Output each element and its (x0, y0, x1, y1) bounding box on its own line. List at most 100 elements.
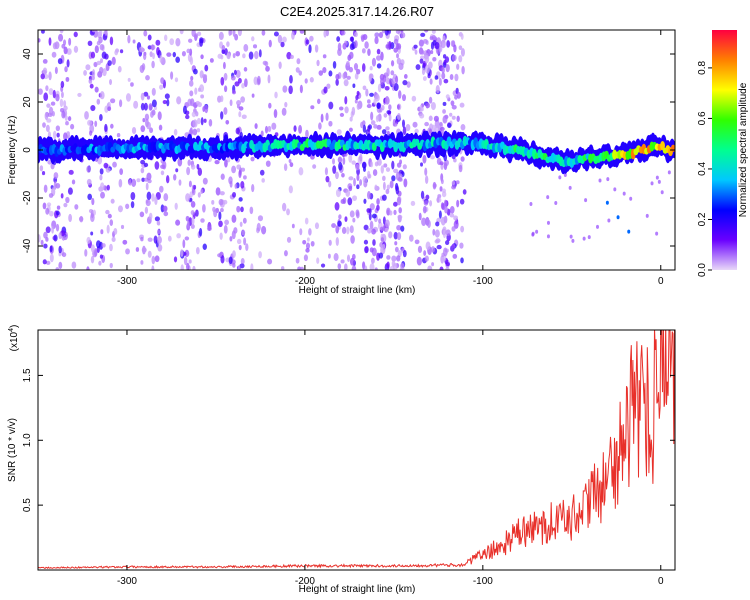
spectral-speckle (445, 64, 450, 73)
spectral-speckle (112, 161, 117, 168)
spectral-speckle (185, 193, 191, 202)
spectral-speckle (169, 38, 175, 46)
colorbar-tick-label: 0.4 (697, 162, 708, 176)
spectral-speckle (425, 102, 431, 109)
spectral-speckle (251, 93, 255, 98)
spectral-speckle (389, 210, 393, 216)
spectral-speckle (41, 30, 45, 34)
spectral-speckle (146, 172, 152, 181)
spectral-speckle (382, 181, 386, 191)
spectral-speckle (445, 262, 450, 267)
spectral-speckle (59, 30, 64, 34)
spectral-speckle (179, 249, 184, 257)
spectral-speckle (239, 263, 245, 269)
spectral-speckle (376, 102, 381, 109)
spectral-speckle (260, 130, 264, 138)
spectral-speckle (63, 100, 67, 108)
spectral-speckle (390, 70, 395, 76)
spectral-speckle (376, 63, 382, 69)
spectral-speckle (157, 243, 163, 252)
spectral-speckle (418, 39, 424, 47)
spectral-speckle (50, 101, 56, 106)
spectral-speckle (377, 83, 382, 93)
spectral-speckle (293, 125, 297, 132)
spectral-speckle (359, 179, 363, 186)
spectral-speckle (56, 205, 61, 210)
spectral-speckle (325, 112, 329, 121)
spectral-speckle (59, 98, 64, 108)
spectral-speckle (419, 113, 425, 119)
spectral-speckle (254, 123, 258, 129)
spectral-speckle (384, 96, 390, 105)
spectral-speckle (402, 126, 407, 136)
spectral-speckle (452, 253, 458, 259)
spectral-speckle (209, 58, 214, 63)
spectral-speckle (337, 263, 342, 270)
spectral-speckle (305, 248, 310, 253)
spectral-speckle (264, 125, 269, 134)
spectral-speckle (45, 124, 50, 133)
spectral-speckle (309, 35, 314, 42)
x-tick-label: 0 (658, 276, 664, 287)
spectral-speckle (145, 199, 149, 204)
spectral-speckle (221, 49, 226, 54)
spectral-speckle (131, 178, 137, 187)
spectral-speckle (286, 236, 292, 243)
spectral-speckle (173, 256, 178, 263)
spectral-speckle (244, 78, 248, 88)
spectral-speckle (393, 201, 398, 207)
spectral-speckle (160, 77, 165, 85)
spectral-speckle (424, 121, 429, 127)
spectral-speckle (200, 188, 204, 195)
spectral-speckle (66, 59, 70, 68)
y-tick-label: 20 (22, 96, 33, 108)
spectral-speckle (248, 51, 254, 60)
snr-frame (37, 329, 676, 571)
spectral-speckle (350, 235, 355, 244)
spectral-speckle (354, 31, 358, 38)
spectral-speckle (424, 64, 430, 74)
spectral-speckle (456, 91, 461, 99)
spectral-speckle (92, 69, 96, 78)
spectral-speckle (298, 124, 303, 134)
spectral-speckle (74, 204, 79, 210)
spectral-speckle (151, 193, 155, 202)
spectral-speckle (118, 99, 123, 108)
spectral-speckle (454, 73, 459, 82)
spectral-speckle (371, 213, 377, 219)
spectral-speckle (238, 111, 242, 118)
spectral-speckle (38, 38, 41, 43)
spectral-speckle (166, 98, 170, 107)
spectral-speckle (146, 95, 150, 100)
spectral-speckle (202, 243, 207, 250)
spectral-speckle (235, 127, 240, 135)
spectral-speckle (207, 222, 212, 231)
spectral-speckle (458, 55, 463, 63)
y-tick-label: 0 (22, 147, 33, 153)
spectral-speckle (220, 255, 225, 264)
spectral-speckle (394, 241, 398, 246)
spectral-speckle (200, 117, 204, 126)
spectral-speckle (63, 105, 68, 111)
spectral-speckle (288, 159, 292, 164)
spectral-speckle (347, 197, 353, 206)
spectral-speckle (443, 59, 447, 66)
spectral-speckle (396, 196, 402, 206)
spectral-speckle (151, 255, 156, 265)
spectral-speckle (44, 111, 49, 121)
spectral-speckle (449, 74, 454, 81)
spectral-speckle (318, 122, 322, 130)
spectral-speckle (65, 196, 70, 204)
spectral-speckle (54, 66, 58, 75)
spectral-speckle (310, 240, 315, 247)
spectral-speckle (414, 239, 420, 245)
spectral-speckle (392, 122, 398, 127)
spectral-speckle (343, 79, 349, 87)
spectral-speckle (90, 104, 96, 112)
spectral-speckle (231, 214, 237, 223)
chart-title: C2E4.2025.317.14.26.R07 (280, 4, 434, 19)
spectral-speckle (453, 158, 457, 163)
spectrogram-y-label: Frequency (Hz) (7, 116, 18, 185)
spectral-speckle (425, 194, 430, 200)
spectral-speckle (351, 106, 356, 116)
